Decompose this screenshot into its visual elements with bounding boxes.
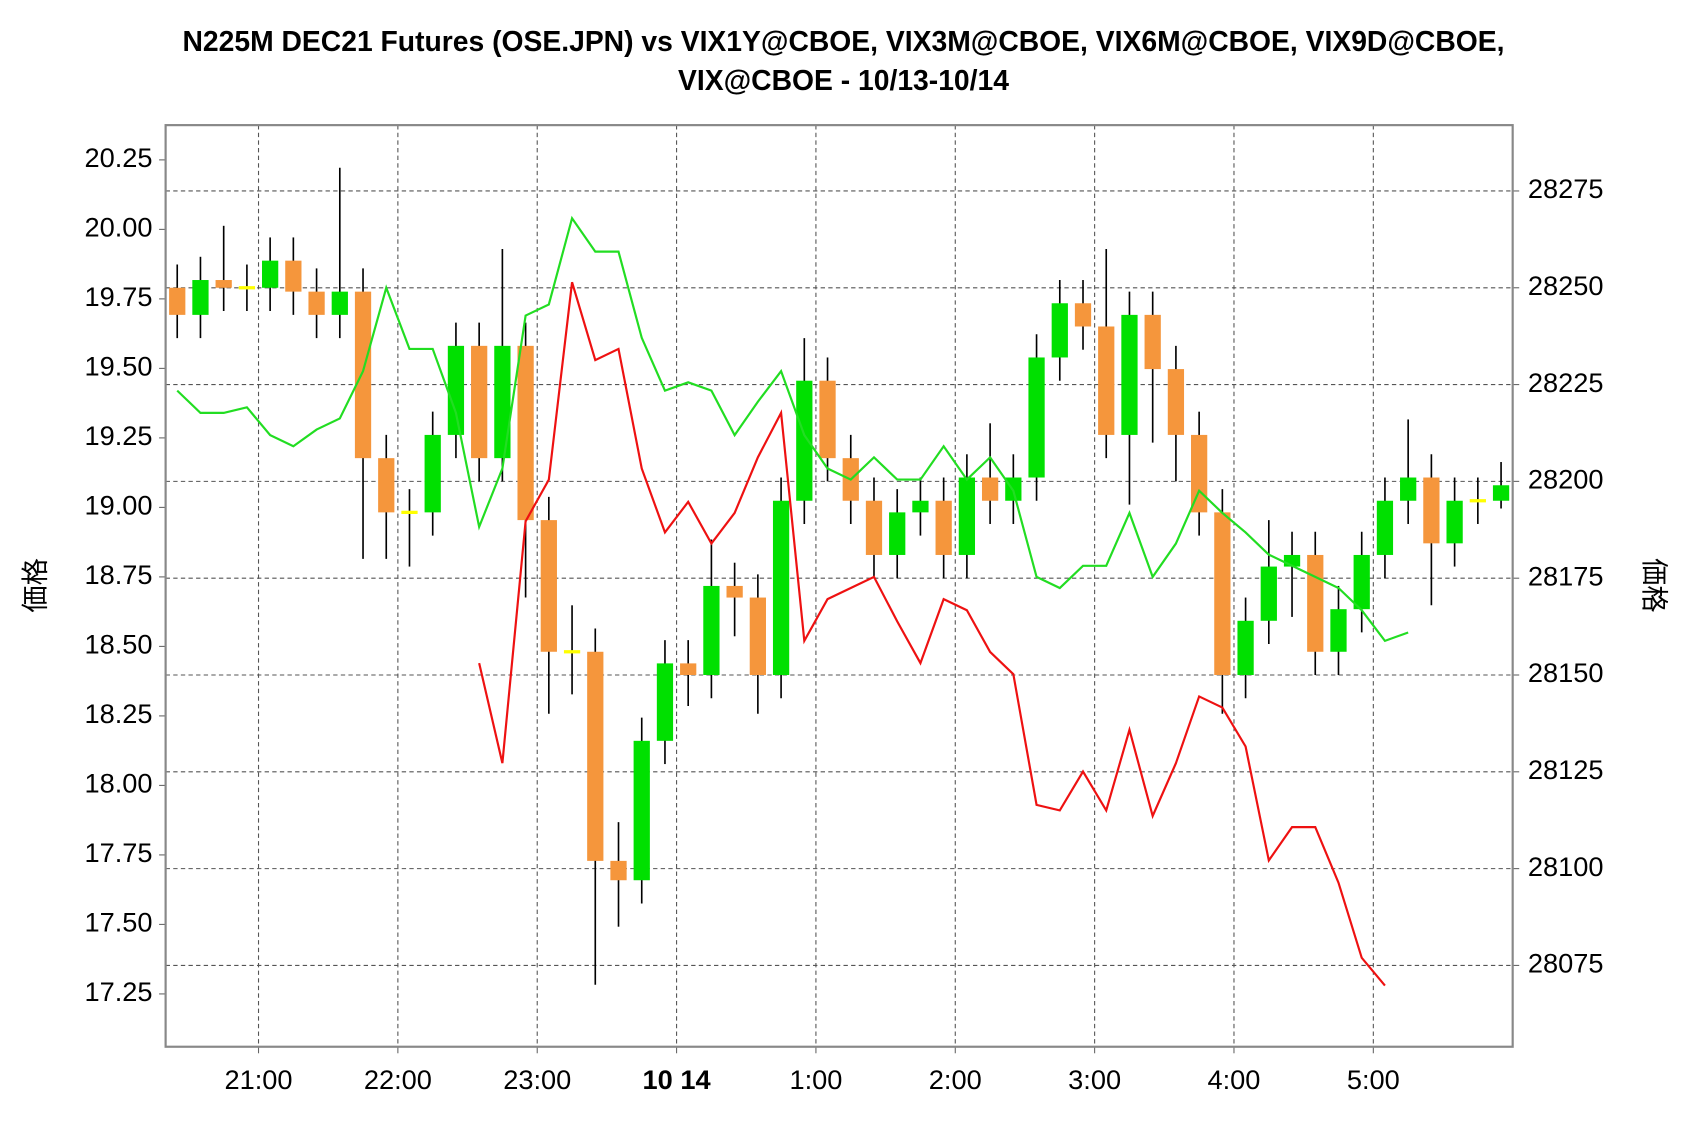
- candle-body: [1144, 314, 1161, 370]
- candle-body: [889, 512, 906, 555]
- candle-body: [1214, 512, 1231, 676]
- candle-body: [1400, 477, 1417, 501]
- candle-body: [1376, 500, 1394, 555]
- x-tick-label: 22:00: [364, 1064, 432, 1095]
- candle-body: [1353, 554, 1370, 610]
- x-tick-label: 4:00: [1208, 1064, 1261, 1095]
- y-axis-label: 価格: [19, 558, 50, 612]
- candle-body: [726, 585, 743, 598]
- y-tick-label: 17.75: [85, 837, 153, 868]
- candle-body: [1469, 499, 1486, 503]
- plot-frame: [164, 124, 1514, 1048]
- candle-body: [772, 500, 790, 676]
- candle-body: [540, 520, 557, 652]
- chart-title: VIX@CBOE - 10/13-10/14: [678, 64, 1009, 96]
- candle-body: [262, 260, 279, 288]
- candle-body: [796, 380, 813, 501]
- y-tick-label: 18.50: [85, 629, 153, 660]
- y2-tick-label: 28275: [1528, 173, 1604, 204]
- candle-body: [1237, 620, 1254, 676]
- y2-axis-label: 価格: [1639, 558, 1670, 612]
- candle-body: [1330, 609, 1347, 652]
- candle-body: [1307, 554, 1324, 652]
- candle-body: [1051, 303, 1068, 358]
- x-tick-label: 2:00: [929, 1064, 982, 1095]
- candle-body: [1423, 477, 1440, 544]
- candle-body: [563, 650, 581, 654]
- y2-tick-label: 28075: [1528, 948, 1604, 979]
- candle-body: [633, 740, 650, 881]
- candle-body: [680, 663, 697, 676]
- candle-body: [238, 286, 256, 290]
- candle-body: [401, 510, 418, 514]
- candle-body: [703, 585, 720, 676]
- line-series: [176, 215, 1409, 643]
- x-tick-label: 21:00: [224, 1064, 292, 1095]
- y2-tick-label: 28200: [1528, 464, 1604, 495]
- y-tick-label: 17.25: [85, 976, 153, 1007]
- x-tick-label: 23:00: [503, 1064, 571, 1095]
- candle-body: [656, 663, 674, 741]
- y-tick-label: 18.00: [85, 768, 153, 799]
- candle-body: [610, 860, 627, 881]
- candle-body: [215, 280, 232, 288]
- y2-tick-label: 28150: [1528, 657, 1604, 688]
- candle-body: [1074, 303, 1092, 327]
- candle-body: [749, 597, 766, 676]
- y-tick-label: 20.00: [85, 212, 153, 243]
- candle-body: [447, 345, 465, 435]
- x-tick-label: 5:00: [1347, 1064, 1400, 1095]
- candle-body: [1191, 434, 1208, 513]
- y2-tick-label: 28225: [1528, 367, 1604, 398]
- candle-body: [981, 477, 999, 501]
- y2-tick-label: 28175: [1528, 560, 1604, 591]
- candle-body: [1121, 314, 1138, 435]
- candle-body: [1028, 357, 1045, 478]
- x-tick-label: 1:00: [789, 1064, 842, 1095]
- y2-tick-label: 28250: [1528, 270, 1604, 301]
- candle-body: [354, 291, 372, 459]
- candle-body: [1098, 326, 1115, 435]
- candle-body: [378, 458, 395, 513]
- candle-body: [169, 287, 186, 315]
- candle-body: [912, 500, 929, 513]
- candle-body: [1283, 554, 1301, 567]
- candle-body: [587, 651, 604, 861]
- x-tick-label: 3:00: [1068, 1064, 1121, 1095]
- candle-body: [494, 345, 511, 459]
- candle-body: [1260, 566, 1277, 621]
- candle-body: [1446, 500, 1463, 544]
- candle-body: [308, 291, 325, 315]
- chart-title: N225M DEC21 Futures (OSE.JPN) vs VIX1Y@C…: [182, 25, 1504, 57]
- candle-body: [865, 500, 883, 555]
- y-tick-label: 17.50: [85, 907, 153, 938]
- candle-body: [935, 500, 952, 555]
- y-tick-label: 18.25: [85, 698, 153, 729]
- candle-body: [1492, 485, 1510, 501]
- candle-body: [1167, 369, 1185, 435]
- line-series: [478, 281, 1386, 987]
- y-tick-label: 19.75: [85, 281, 153, 312]
- y2-tick-label: 28125: [1528, 754, 1604, 785]
- candle-body: [517, 345, 534, 521]
- y-tick-label: 19.00: [85, 490, 153, 521]
- y-tick-label: 18.75: [85, 559, 153, 590]
- candle-body: [471, 345, 488, 459]
- candle-body: [192, 280, 209, 315]
- y-tick-label: 20.25: [85, 142, 153, 173]
- y2-tick-label: 28100: [1528, 851, 1604, 882]
- y-tick-label: 19.50: [85, 351, 153, 382]
- candle-body: [331, 291, 348, 315]
- candle-body: [958, 477, 976, 555]
- y-tick-label: 19.25: [85, 420, 153, 451]
- candle-body: [285, 260, 302, 292]
- candle-body: [424, 434, 441, 513]
- x-tick-label: 10 14: [643, 1064, 711, 1095]
- candle-body: [819, 380, 836, 459]
